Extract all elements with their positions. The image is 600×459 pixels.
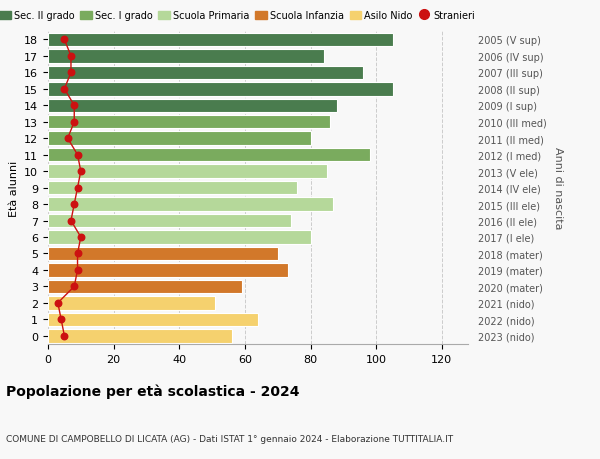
Y-axis label: Età alunni: Età alunni: [8, 160, 19, 216]
Bar: [48, 165, 327, 179]
Point: [66, 69, 76, 77]
Bar: [48, 99, 337, 113]
Bar: [48, 231, 311, 244]
Bar: [48, 149, 370, 162]
Text: COMUNE DI CAMPOBELLO DI LICATA (AG) - Dati ISTAT 1° gennaio 2024 - Elaborazione : COMUNE DI CAMPOBELLO DI LICATA (AG) - Da…: [6, 434, 453, 442]
Point: [53, 300, 62, 307]
Bar: [48, 132, 311, 146]
Point: [73, 250, 82, 257]
Point: [59, 37, 69, 44]
Bar: [48, 329, 232, 343]
Bar: [48, 313, 258, 326]
Point: [59, 86, 69, 93]
Point: [66, 218, 76, 225]
Point: [70, 201, 79, 208]
Legend: Sec. II grado, Sec. I grado, Scuola Primaria, Scuola Infanzia, Asilo Nido, Stran: Sec. II grado, Sec. I grado, Scuola Prim…: [0, 11, 475, 21]
Bar: [48, 181, 298, 195]
Point: [59, 332, 69, 340]
Point: [73, 185, 82, 192]
Point: [66, 53, 76, 61]
Bar: [48, 297, 215, 310]
Point: [73, 267, 82, 274]
Bar: [48, 247, 278, 261]
Point: [76, 234, 86, 241]
Point: [56, 316, 66, 323]
Bar: [48, 198, 334, 211]
Text: Popolazione per età scolastica - 2024: Popolazione per età scolastica - 2024: [6, 383, 299, 398]
Bar: [48, 67, 363, 80]
Bar: [48, 263, 287, 277]
Bar: [48, 214, 291, 228]
Bar: [48, 116, 330, 129]
Bar: [48, 280, 242, 293]
Point: [70, 283, 79, 291]
Point: [70, 119, 79, 126]
Bar: [48, 83, 392, 96]
Point: [70, 102, 79, 110]
Point: [73, 151, 82, 159]
Point: [63, 135, 73, 143]
Y-axis label: Anni di nascita: Anni di nascita: [553, 147, 563, 230]
Point: [76, 168, 86, 175]
Bar: [48, 50, 323, 63]
Bar: [48, 34, 392, 47]
